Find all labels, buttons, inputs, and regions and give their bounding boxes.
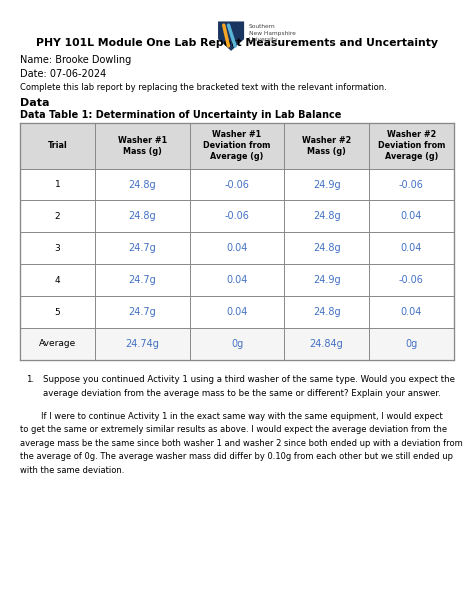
Text: 24.84g: 24.84g [310,339,344,349]
Text: Southern
New Hampshire
University: Southern New Hampshire University [249,24,296,42]
Text: PHY 101L Module One Lab Report Measurements and Uncertainty: PHY 101L Module One Lab Report Measureme… [36,38,438,48]
Text: Name: Brooke Dowling: Name: Brooke Dowling [20,55,131,65]
Text: 3: 3 [55,244,60,253]
Text: Washer #2
Mass (g): Washer #2 Mass (g) [302,135,351,156]
Text: 24.7g: 24.7g [128,307,156,317]
Bar [20,328,454,360]
Text: 24.8g: 24.8g [128,211,156,221]
Text: 5: 5 [55,308,60,316]
Text: 0g: 0g [231,339,243,349]
Text: 24.7g: 24.7g [128,243,156,253]
Text: Suppose you continued Activity 1 using a third washer of the same type. Would yo: Suppose you continued Activity 1 using a… [43,375,455,384]
Text: 24.9g: 24.9g [313,275,340,285]
Text: 0.04: 0.04 [226,307,248,317]
Bar [20,123,454,360]
Text: average mass be the same since both washer 1 and washer 2 since both ended up wi: average mass be the same since both wash… [20,439,463,448]
Text: If I were to continue Activity 1 in the exact same way with the same equipment, : If I were to continue Activity 1 in the … [20,412,443,421]
Text: 0.04: 0.04 [401,243,422,253]
Text: Washer #1
Mass (g): Washer #1 Mass (g) [118,135,167,156]
Bar [20,123,454,169]
Text: to get the same or extremely similar results as above. I would expect the averag: to get the same or extremely similar res… [20,425,447,435]
Text: -0.06: -0.06 [225,211,249,221]
Text: with the same deviation.: with the same deviation. [20,466,124,475]
Text: 24.8g: 24.8g [128,180,156,189]
Text: 24.8g: 24.8g [313,211,340,221]
Text: 0.04: 0.04 [401,307,422,317]
Text: 4: 4 [55,276,60,284]
Text: 24.7g: 24.7g [128,275,156,285]
Text: average deviation from the average mass to be the same or different? Explain you: average deviation from the average mass … [43,389,440,398]
Text: 24.9g: 24.9g [313,180,340,189]
Text: -0.06: -0.06 [399,180,424,189]
Text: the average of 0g. The average washer mass did differ by 0.10g from each other b: the average of 0g. The average washer ma… [20,452,453,462]
Text: 0.04: 0.04 [226,275,248,285]
Text: 1: 1 [55,180,60,189]
Text: Data Table 1: Determination of Uncertainty in Lab Balance: Data Table 1: Determination of Uncertain… [20,110,341,120]
Text: 2: 2 [55,212,60,221]
Text: Average: Average [39,340,76,348]
Text: 24.8g: 24.8g [313,243,340,253]
Text: -0.06: -0.06 [225,180,249,189]
Text: Washer #2
Deviation from
Average (g): Washer #2 Deviation from Average (g) [378,130,445,161]
Text: 24.8g: 24.8g [313,307,340,317]
Text: Washer #1
Deviation from
Average (g): Washer #1 Deviation from Average (g) [203,130,271,161]
Text: Data: Data [20,98,49,108]
Text: 0g: 0g [405,339,418,349]
Text: Complete this lab report by replacing the bracketed text with the relevant infor: Complete this lab report by replacing th… [20,83,387,92]
Text: 1.: 1. [26,375,34,384]
Polygon shape [218,21,244,51]
Text: 0.04: 0.04 [401,211,422,221]
Text: 24.74g: 24.74g [125,339,159,349]
Text: Date: 07-06-2024: Date: 07-06-2024 [20,69,106,78]
Text: -0.06: -0.06 [399,275,424,285]
Text: 0.04: 0.04 [226,243,248,253]
Text: Trial: Trial [47,141,67,150]
